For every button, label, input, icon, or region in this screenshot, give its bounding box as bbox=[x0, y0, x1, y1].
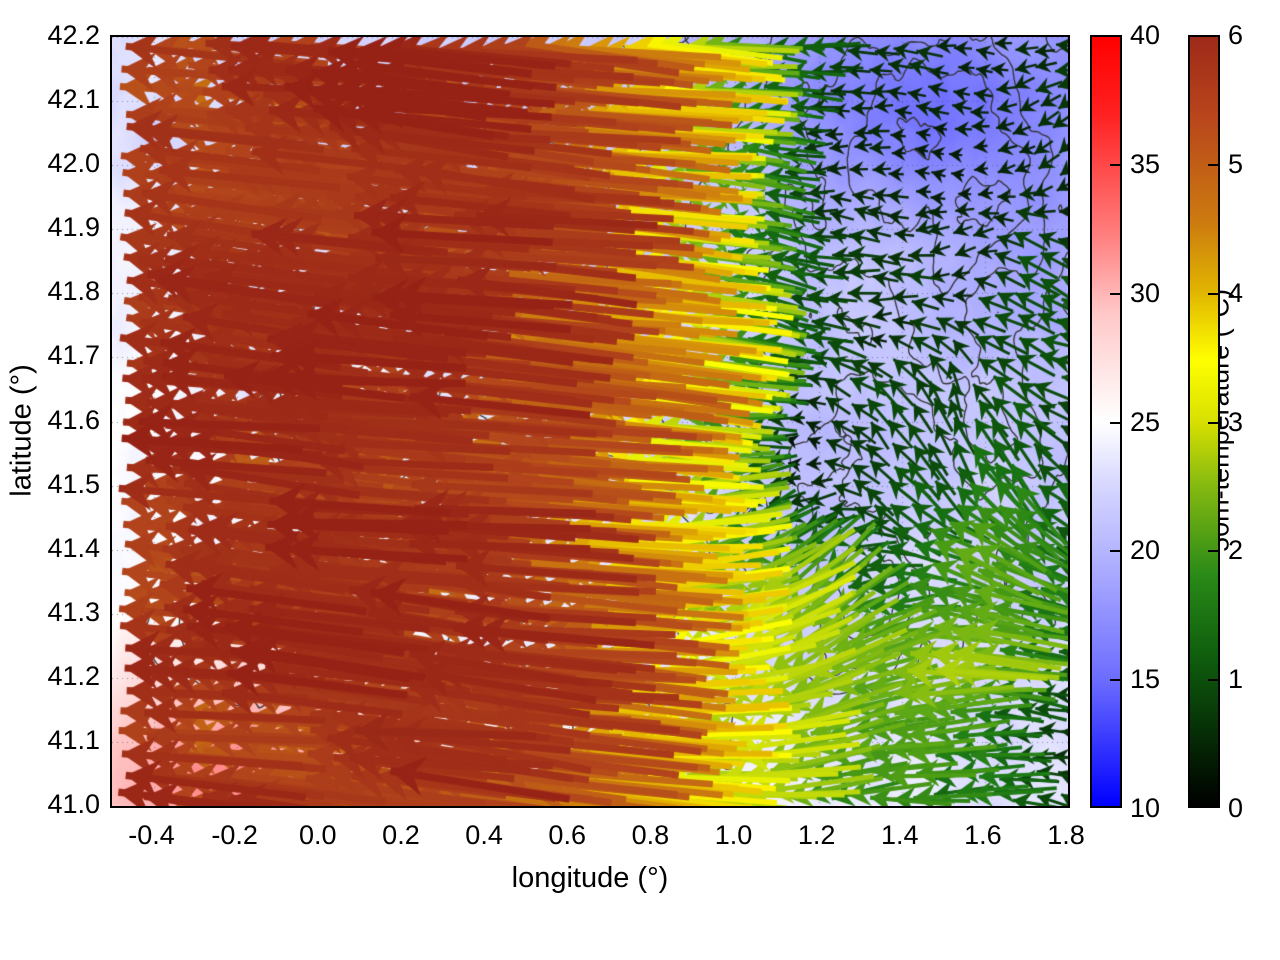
cb-tick-3: 3 bbox=[1228, 406, 1244, 437]
x-axis-title: longitude (°) bbox=[511, 862, 669, 894]
cb-tickmark bbox=[1208, 550, 1220, 553]
cb-tick-0: 0 bbox=[1228, 793, 1244, 823]
x-tick--0.4: -0.4 bbox=[128, 820, 175, 850]
y-tick-41.1: 41.1 bbox=[47, 724, 100, 755]
x-tick-0.6: 0.6 bbox=[548, 820, 586, 850]
y-tick-42.1: 42.1 bbox=[47, 84, 100, 115]
y-tick-41.7: 41.7 bbox=[47, 340, 100, 371]
y-tick-42.2: 42.2 bbox=[47, 20, 100, 50]
y-tick-41.0: 41.0 bbox=[47, 789, 100, 819]
cb-tickmark bbox=[1110, 679, 1122, 682]
y-tick-41.5: 41.5 bbox=[47, 468, 100, 499]
cb-tick-20: 20 bbox=[1130, 535, 1161, 566]
cb-tickmark bbox=[1208, 421, 1220, 424]
x-tick-0.8: 0.8 bbox=[631, 820, 670, 850]
cb-tick-5: 5 bbox=[1228, 148, 1244, 179]
y-tick-41.4: 41.4 bbox=[47, 532, 100, 563]
y-tick-42.0: 42.0 bbox=[47, 148, 100, 179]
cb-tick-40: 40 bbox=[1130, 20, 1161, 50]
cb-tickmark bbox=[1208, 679, 1220, 682]
y-axis-title: latitude (°) bbox=[5, 364, 38, 497]
x-tick-1.8: 1.8 bbox=[1047, 820, 1085, 850]
x-tick-1.0: 1.0 bbox=[714, 820, 753, 850]
cb-tickmark bbox=[1110, 550, 1122, 553]
cb-tickmark bbox=[1110, 163, 1122, 166]
cb-tickmark bbox=[1110, 292, 1122, 295]
cb-tick-4: 4 bbox=[1228, 277, 1244, 308]
plot-area[interactable] bbox=[110, 35, 1070, 808]
y-tick-41.3: 41.3 bbox=[47, 596, 100, 627]
x-tick-1.4: 1.4 bbox=[880, 820, 919, 850]
y-tick-41.8: 41.8 bbox=[47, 276, 100, 307]
cb-tickmark bbox=[1208, 163, 1220, 166]
cb-tickmark bbox=[1110, 421, 1122, 424]
x-tick-0.0: 0.0 bbox=[299, 820, 337, 850]
cb-tick-2: 2 bbox=[1228, 535, 1244, 566]
wind-vector-field bbox=[112, 37, 1068, 806]
x-tick-1.2: 1.2 bbox=[797, 820, 836, 850]
x-tick--0.2: -0.2 bbox=[211, 820, 258, 850]
cb-tick-6: 6 bbox=[1228, 20, 1244, 50]
y-tick-41.2: 41.2 bbox=[47, 660, 100, 691]
y-tick-41.6: 41.6 bbox=[47, 404, 100, 435]
y-tick-41.9: 41.9 bbox=[47, 212, 100, 243]
cb-tick-30: 30 bbox=[1130, 277, 1161, 308]
cb-tick-10: 10 bbox=[1130, 793, 1161, 823]
cb-tick-25: 25 bbox=[1130, 406, 1161, 437]
cb-tick-1: 1 bbox=[1228, 664, 1244, 695]
cb-tick-35: 35 bbox=[1130, 148, 1161, 179]
x-tick-0.4: 0.4 bbox=[465, 820, 503, 850]
x-tick-1.6: 1.6 bbox=[964, 820, 1002, 850]
cb-tick-15: 15 bbox=[1130, 664, 1161, 695]
x-tick-0.2: 0.2 bbox=[382, 820, 420, 850]
cb-tickmark bbox=[1208, 292, 1220, 295]
